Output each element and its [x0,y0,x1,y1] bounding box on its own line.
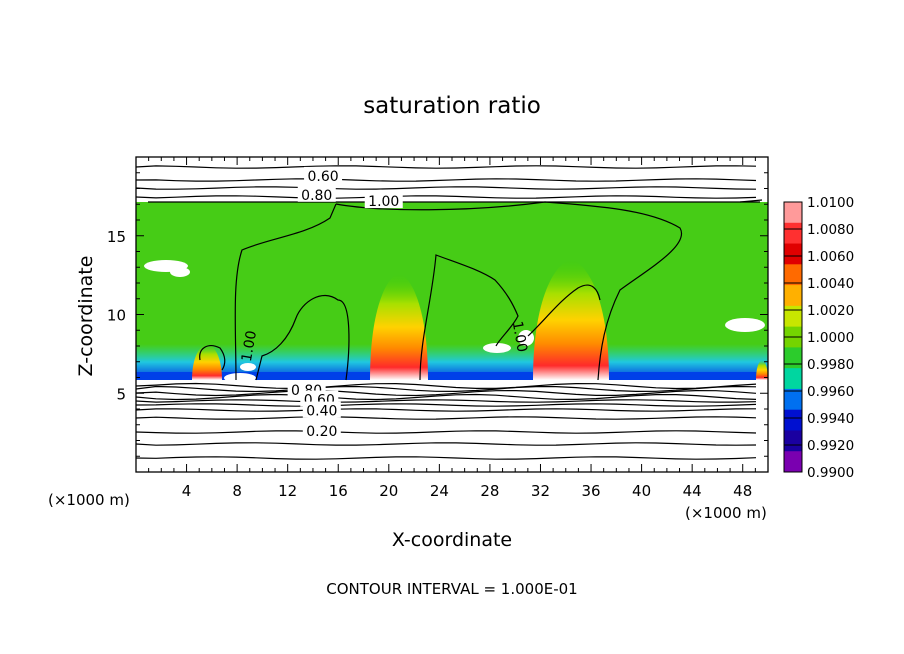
colorbar-label: 1.0020 [807,303,854,319]
dry-patch [240,363,256,371]
x-tick-label: 28 [480,482,499,500]
contour-1-00 [335,201,683,381]
x-tick-label: 20 [379,482,398,500]
y-tick-label: 5 [116,385,126,403]
contour-interval-note: CONTOUR INTERVAL = 1.000E-01 [326,580,577,598]
x-axis-label: X-coordinate [392,529,512,551]
contour-1-00 [255,294,350,381]
dry-patch [224,373,256,380]
stratified-contour [135,456,757,460]
stratified-contour [135,382,757,390]
colorbar-swatch [784,368,802,390]
contour-label-bg [297,185,336,202]
colorbar-swatch [784,285,802,307]
contour-label-bg [302,401,341,418]
colorbar-swatch [784,430,802,452]
stratified-contour [135,195,757,199]
x-tick-label: 8 [232,482,242,500]
y-tick-label: 15 [107,228,126,246]
colorbar-swatch [784,451,802,473]
stratified-contour [135,178,757,182]
x-tick-label: 4 [182,482,192,500]
contour-1-00 [419,254,519,381]
x-tick-label: 32 [531,482,550,500]
colorbar-label: 1.0040 [807,276,854,292]
stratified-contour [135,416,757,420]
chart-title: saturation ratio [363,93,541,119]
contour-1-00 [199,345,226,371]
y-tick-label: 10 [107,307,126,325]
colorbar-swatch [784,264,802,286]
contour-label: 0.40 [306,404,337,420]
warm-plume [192,344,222,380]
colorbar-label: 0.9940 [807,411,854,427]
colorbar: 1.0100 1.0080 1.0060 1.0040 1.0020 1.0000 0.99… [783,195,854,481]
contour-labels: 0.600.801.001.001.000.800.600.400.20 [239,166,530,440]
contour-1-00 [527,284,601,337]
colorbar-label: 0.9920 [807,438,854,454]
colorbar-label: 0.9960 [807,384,854,400]
y-axis-unit: (×1000 m) [48,491,130,509]
colorbar-swatch [784,305,802,328]
warm-plume [370,274,428,380]
colorbar-label: 1.0100 [807,195,854,211]
x-tick-label: 12 [278,482,297,500]
contour-label: 0.60 [307,169,338,185]
stratified-contour [135,430,757,434]
colorbar-label: 1.0000 [807,330,854,346]
x-axis-unit: (×1000 m) [685,504,767,522]
dry-patch [483,343,511,353]
colorbar-label: 0.9980 [807,357,854,373]
contour-label: 0.20 [306,424,337,440]
x-tick-label: 48 [733,482,752,500]
contour-label-bg [304,166,343,183]
colorbar-label: 0.9900 [807,465,854,481]
stratified-contour [135,389,757,397]
warm-plume [756,360,768,380]
stratified-contour [135,403,757,407]
y-axis-label: Z-coordinate [75,256,97,377]
contour-label: 1.00 [509,320,530,353]
x-tick-label: 44 [683,482,702,500]
contour-1-00 [739,199,763,203]
colorbar-swatch [784,347,802,369]
x-tick-label: 16 [329,482,348,500]
contour-label-bg [364,192,403,209]
dry-patch [725,318,765,332]
x-tick-label: 40 [632,482,651,500]
surface-strip [136,372,768,380]
stratified-contour [135,186,757,190]
stratified-contour [135,442,757,446]
stratified-contour [135,393,757,401]
colorbar-swatch [784,202,802,224]
colorbar-swatch [784,243,802,265]
contour-label: 0.80 [301,188,332,204]
x-tick-label: 36 [581,482,600,500]
saturation-field [136,202,768,380]
colorbar-label: 1.0060 [807,249,854,265]
colorbar-swatch [784,409,802,431]
contour-label: 1.00 [368,194,399,210]
contour-1-00 [234,203,337,381]
contour-label: 1.00 [239,329,260,362]
colorbar-swatch [784,388,802,411]
colorbar-label: 1.0080 [807,222,854,238]
dry-patch [170,267,190,277]
contour-lines [135,165,763,460]
x-tick-label: 24 [430,482,449,500]
stratified-contour [135,385,757,393]
stratified-contour [135,399,757,403]
stratified-contour [135,165,757,169]
colorbar-swatch [784,222,802,245]
stratified-contour [135,408,757,412]
contour-label-bg [302,422,341,439]
warm-plume [533,260,609,380]
